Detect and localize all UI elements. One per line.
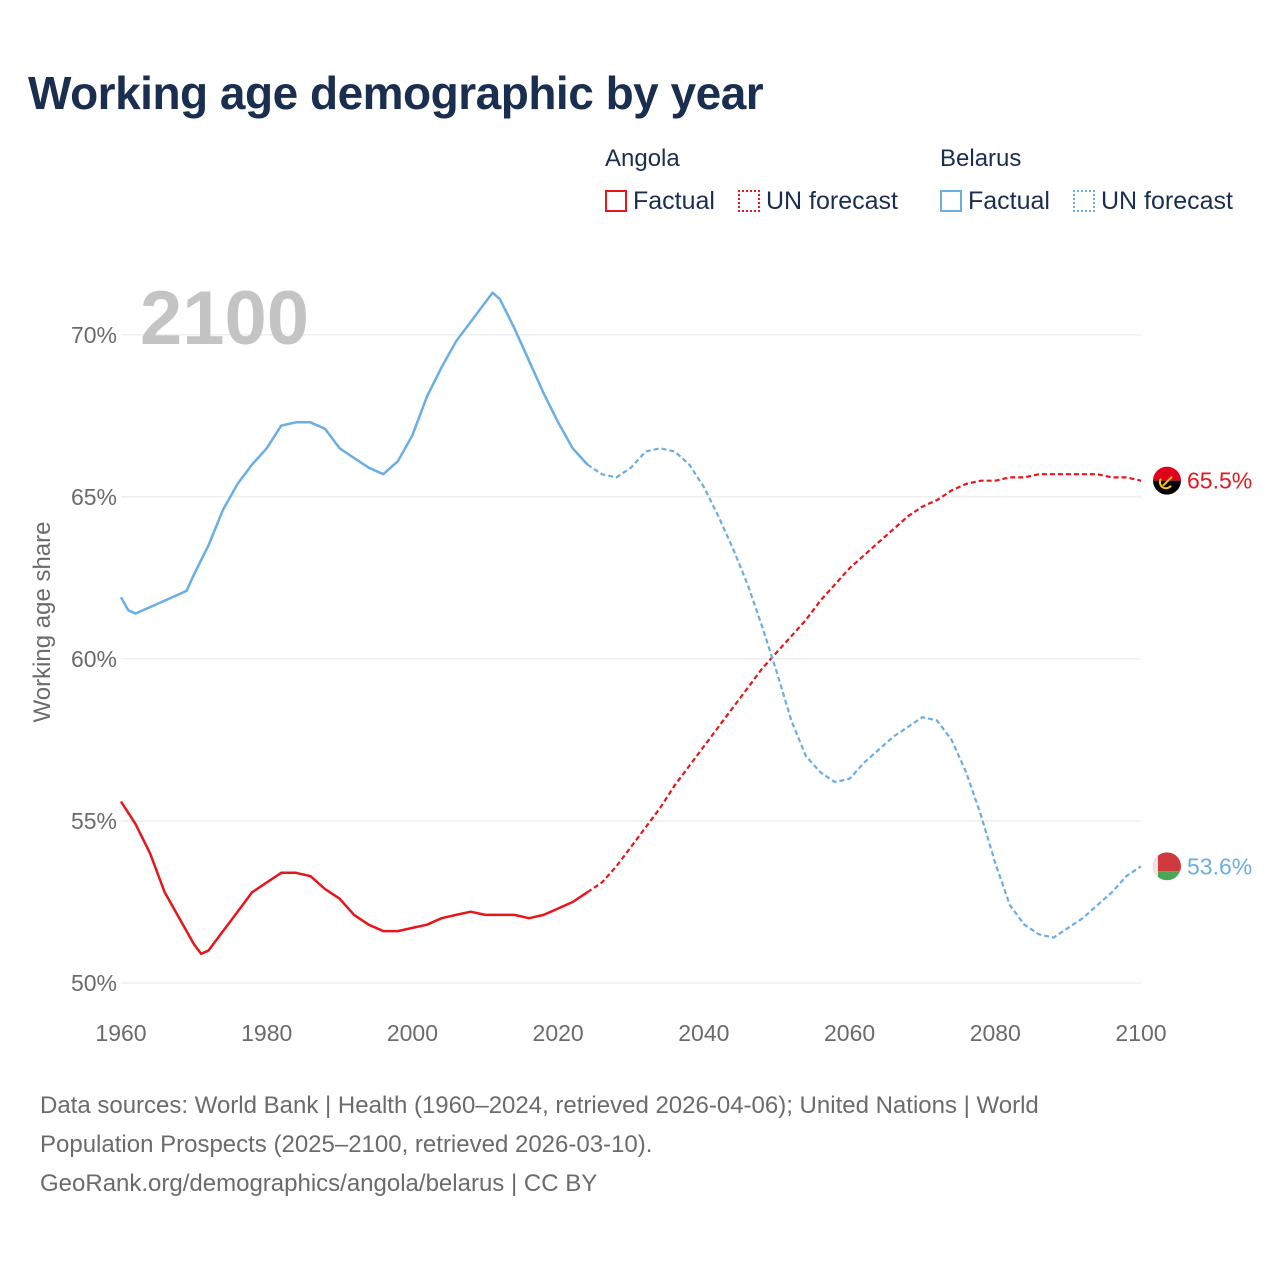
legend-title-belarus: Belarus xyxy=(940,145,1022,172)
line-chart: 50% 55% 60% 65% 70% 1960 1980 2000 2020 2040 2060… xyxy=(29,276,1252,1046)
legend-label: UN forecast xyxy=(1101,186,1233,215)
current-year-watermark: 2100 xyxy=(140,276,309,361)
legend-item-angola-factual[interactable]: Factual xyxy=(605,186,715,216)
legend-title-angola: Angola xyxy=(605,145,680,172)
x-tick-label: 2080 xyxy=(970,1020,1021,1046)
x-tick-label: 1960 xyxy=(95,1020,146,1046)
x-tick-label: 2020 xyxy=(533,1020,584,1046)
y-tick-label: 70% xyxy=(71,322,117,348)
legend-swatch-solid-red xyxy=(605,190,627,212)
angola-flag-icon xyxy=(1153,466,1181,495)
x-tick-label: 1980 xyxy=(241,1020,292,1046)
y-tick-label: 65% xyxy=(71,484,117,510)
data-sources-note: Data sources: World Bank | Health (1960–… xyxy=(40,1086,1240,1203)
series-line-belarus-factual[interactable] xyxy=(119,291,589,615)
legend-label: Factual xyxy=(968,186,1050,215)
y-tick-label: 55% xyxy=(71,808,117,834)
end-value-label-angola: 65.5% xyxy=(1187,468,1252,494)
legend-item-belarus-factual[interactable]: Factual xyxy=(940,186,1050,216)
flag-band xyxy=(1153,852,1158,881)
flag-band xyxy=(1153,466,1181,481)
series-line-angola-factual[interactable] xyxy=(119,800,588,956)
sources-line: Data sources: World Bank | Health (1960–… xyxy=(40,1092,1039,1119)
legend-item-angola-forecast[interactable]: UN forecast xyxy=(738,186,898,216)
belarus-flag-icon xyxy=(1153,852,1181,881)
flag-emblem xyxy=(1158,478,1172,490)
legend-label: Factual xyxy=(633,186,715,215)
series-line-belarus-forecast[interactable] xyxy=(586,447,1142,939)
x-tick-label: 2100 xyxy=(1115,1020,1166,1046)
y-axis-label: Working age share xyxy=(29,522,56,723)
chart-title: Working age demographic by year xyxy=(28,67,764,119)
legend-swatch-dotted-red xyxy=(738,190,760,212)
legend-swatch-solid-blue xyxy=(940,190,962,212)
series-line-angola-forecast[interactable] xyxy=(586,473,1142,894)
x-tick-label: 2040 xyxy=(678,1020,729,1046)
flag-band xyxy=(1153,852,1181,872)
flag-band xyxy=(1153,871,1181,881)
end-value-label-belarus: 53.6% xyxy=(1187,853,1252,879)
legend-label: UN forecast xyxy=(766,186,898,215)
sources-attribution[interactable]: GeoRank.org/demographics/angola/belarus … xyxy=(40,1170,598,1197)
flag-emblem xyxy=(1162,475,1173,487)
x-tick-label: 2060 xyxy=(824,1020,875,1046)
x-tick-label: 2000 xyxy=(387,1020,438,1046)
legend-swatch-dotted-blue xyxy=(1073,190,1095,212)
y-tick-label: 50% xyxy=(71,970,117,996)
legend-item-belarus-forecast[interactable]: UN forecast xyxy=(1073,186,1233,216)
y-tick-label: 60% xyxy=(71,646,117,672)
sources-line: Population Prospects (2025–2100, retriev… xyxy=(40,1131,653,1158)
